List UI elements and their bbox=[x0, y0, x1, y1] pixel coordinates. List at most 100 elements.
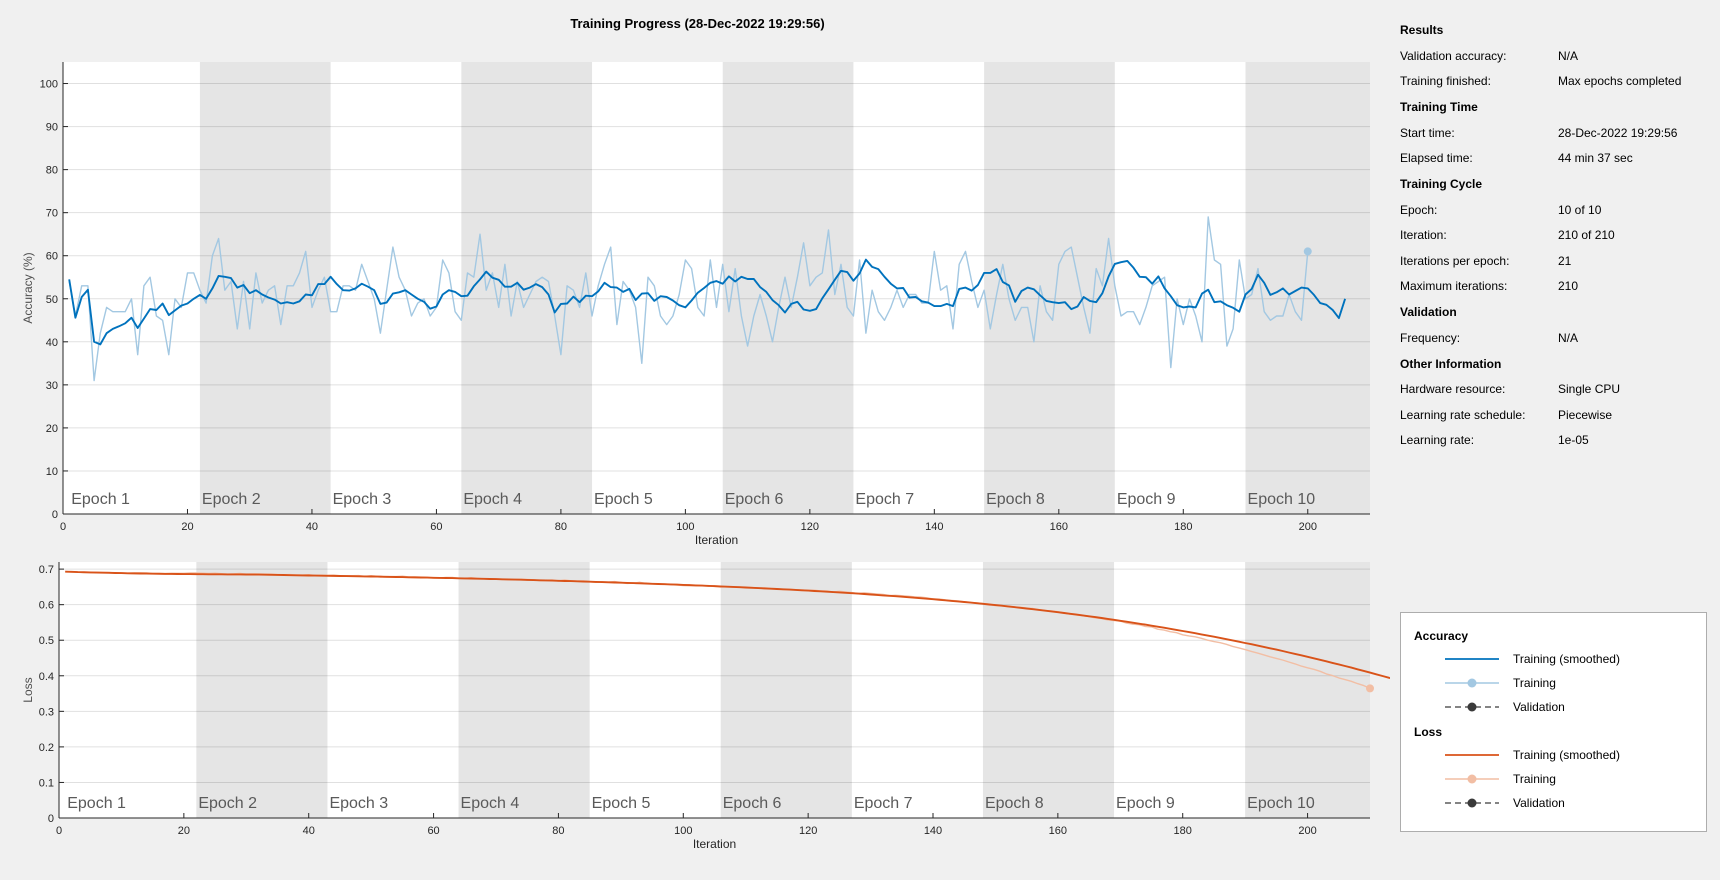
x-tick-label: 80 bbox=[555, 521, 567, 533]
legend-group-title: Accuracy bbox=[1414, 629, 1469, 643]
x-tick-label: 120 bbox=[801, 521, 819, 533]
legend-item-label: Training bbox=[1513, 772, 1556, 786]
y-tick-label: 60 bbox=[46, 251, 58, 263]
epoch-label: Epoch 9 bbox=[1116, 795, 1175, 812]
epoch-band bbox=[1245, 562, 1370, 818]
info-value: Max epochs completed bbox=[1558, 74, 1682, 88]
epoch-band bbox=[720, 562, 852, 818]
y-tick-label: 50 bbox=[46, 294, 58, 306]
y-tick-label: 90 bbox=[46, 122, 58, 134]
x-axis-label: Iteration bbox=[695, 533, 738, 547]
legend-swatch-icon bbox=[1445, 774, 1499, 784]
info-row: Elapsed time: 44 min 37 sec bbox=[1400, 150, 1700, 167]
info-value: 210 bbox=[1558, 279, 1579, 293]
epoch-label: Epoch 5 bbox=[594, 491, 653, 508]
info-value: 10 of 10 bbox=[1558, 202, 1602, 217]
info-label: Iteration: bbox=[1400, 228, 1447, 242]
info-value: 28-Dec-2022 19:29:56 bbox=[1558, 125, 1678, 140]
x-tick-label: 180 bbox=[1174, 825, 1192, 837]
legend-item: Validation bbox=[1443, 795, 1565, 811]
x-tick-label: 40 bbox=[306, 521, 318, 533]
info-row: Frequency: N/A bbox=[1400, 330, 1700, 347]
y-tick-label: 0.1 bbox=[39, 777, 54, 789]
legend-item: Training bbox=[1443, 675, 1556, 691]
info-row: Epoch: 10 of 10 bbox=[1400, 202, 1700, 219]
epoch-label: Epoch 5 bbox=[592, 795, 651, 812]
info-value: 1e-05 bbox=[1558, 433, 1589, 447]
section-heading: Training Time bbox=[1400, 100, 1478, 114]
epoch-label: Epoch 7 bbox=[854, 795, 913, 812]
info-label: Elapsed time: bbox=[1400, 151, 1473, 165]
info-value: 210 of 210 bbox=[1558, 228, 1615, 242]
epoch-label: Epoch 1 bbox=[71, 491, 130, 508]
y-tick-label: 0.3 bbox=[39, 706, 54, 718]
last-point-marker bbox=[1303, 247, 1312, 256]
epoch-label: Epoch 2 bbox=[202, 491, 261, 508]
info-value: Piecewise bbox=[1558, 407, 1613, 422]
y-tick-label: 0.6 bbox=[39, 600, 54, 612]
legend-swatch-icon bbox=[1445, 678, 1499, 688]
y-tick-label: 0.7 bbox=[39, 564, 54, 576]
epoch-label: Epoch 8 bbox=[986, 491, 1045, 508]
epoch-label: Epoch 10 bbox=[1248, 491, 1316, 508]
y-tick-label: 40 bbox=[46, 337, 58, 349]
accuracy-plot: 0 10 20 30 40 50 60 70 80 90 100 0 20 40 60 80 100 120 140… bbox=[21, 62, 1370, 547]
x-tick-label: 200 bbox=[1299, 521, 1317, 533]
x-tick-label: 100 bbox=[674, 825, 692, 837]
x-tick-label: 160 bbox=[1049, 825, 1067, 837]
y-tick-label: 30 bbox=[46, 380, 58, 392]
epoch-label: Epoch 1 bbox=[67, 795, 126, 812]
training-info-panel: Results Validation accuracy: N/A Training f… bbox=[1400, 22, 1700, 449]
y-axis-label: Accuracy (%) bbox=[21, 252, 35, 323]
legend-item-label: Validation bbox=[1513, 796, 1565, 810]
x-tick-label: 0 bbox=[56, 825, 62, 837]
legend-item: Training bbox=[1443, 771, 1556, 787]
training-line bbox=[68, 216, 1309, 382]
epoch-label: Epoch 2 bbox=[198, 795, 257, 812]
x-tick-label: 160 bbox=[1050, 521, 1068, 533]
info-row: Learning rate schedule: Piecewise bbox=[1400, 407, 1700, 424]
legend-swatch-icon bbox=[1445, 658, 1499, 660]
legend-item-label: Validation bbox=[1513, 700, 1565, 714]
info-label: Training finished: bbox=[1400, 74, 1491, 88]
legend-item-label: Training (smoothed) bbox=[1513, 652, 1620, 666]
info-label: Iterations per epoch: bbox=[1400, 253, 1510, 268]
x-tick-label: 100 bbox=[676, 521, 694, 533]
info-row: Training finished: Max epochs completed bbox=[1400, 73, 1700, 90]
section-heading: Validation bbox=[1400, 305, 1457, 319]
epoch-label: Epoch 7 bbox=[855, 491, 914, 508]
y-tick-label: 0.2 bbox=[39, 742, 54, 754]
info-label: Frequency: bbox=[1400, 330, 1461, 345]
x-tick-label: 140 bbox=[924, 825, 942, 837]
info-row: Maximum iterations: 210 bbox=[1400, 278, 1700, 295]
y-tick-label: 10 bbox=[46, 466, 58, 478]
x-tick-label: 60 bbox=[430, 521, 442, 533]
loss-plot: 0 0.1 0.2 0.3 0.4 0.5 0.6 0.7 0 20 40 60 80 100 120 140… bbox=[21, 562, 1390, 851]
y-tick-label: 0.4 bbox=[39, 671, 54, 683]
x-tick-label: 40 bbox=[303, 825, 315, 837]
info-label: Epoch: bbox=[1400, 202, 1438, 217]
legend-item: Training (smoothed) bbox=[1443, 747, 1620, 763]
epoch-label: Epoch 6 bbox=[723, 795, 782, 812]
info-label: Learning rate schedule: bbox=[1400, 407, 1526, 422]
legend-item-label: Training bbox=[1513, 676, 1556, 690]
y-tick-label: 20 bbox=[46, 423, 58, 435]
info-label: Start time: bbox=[1400, 125, 1455, 140]
y-tick-label: 0 bbox=[52, 509, 58, 521]
info-row: Start time: 28-Dec-2022 19:29:56 bbox=[1400, 125, 1700, 142]
x-tick-label: 0 bbox=[60, 521, 66, 533]
info-label: Learning rate: bbox=[1400, 433, 1475, 447]
x-tick-label: 80 bbox=[552, 825, 564, 837]
info-row: Learning rate: 1e-05 bbox=[1400, 432, 1700, 449]
info-row: Hardware resource: Single CPU bbox=[1400, 381, 1700, 398]
legend-swatch-icon bbox=[1445, 798, 1499, 808]
x-tick-label: 120 bbox=[799, 825, 817, 837]
training-smoothed-line bbox=[68, 258, 1347, 346]
info-label: Hardware resource: bbox=[1400, 382, 1506, 396]
y-tick-label: 100 bbox=[40, 79, 58, 91]
epoch-band bbox=[722, 62, 854, 514]
legend-item-label: Training (smoothed) bbox=[1513, 748, 1620, 762]
epoch-label: Epoch 3 bbox=[329, 795, 388, 812]
y-tick-label: 80 bbox=[46, 165, 58, 177]
info-value: 44 min 37 sec bbox=[1558, 151, 1633, 165]
